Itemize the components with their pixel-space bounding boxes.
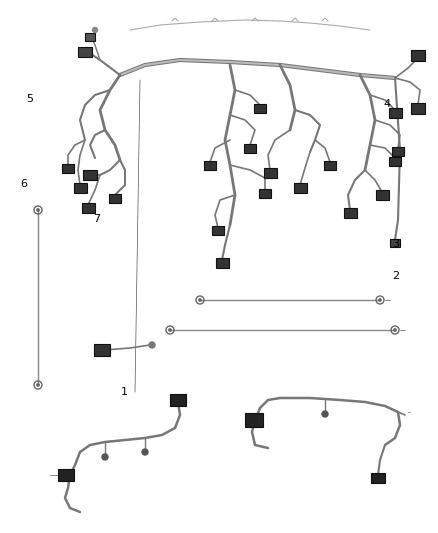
Circle shape [379,299,381,301]
Circle shape [37,384,39,386]
Text: 2: 2 [392,271,399,281]
Circle shape [92,28,98,33]
Bar [264,168,276,178]
Bar [390,239,400,247]
Text: 1: 1 [120,387,127,397]
Circle shape [199,299,201,301]
Text: 5: 5 [26,94,33,103]
Bar [375,190,389,200]
Bar [389,157,401,166]
Bar [411,102,425,114]
Bar [81,203,95,213]
Bar [204,160,216,169]
Circle shape [37,209,39,211]
Bar [343,208,357,218]
Text: 4: 4 [383,99,390,109]
Bar [259,189,271,198]
Bar [245,413,263,427]
Bar [78,47,92,57]
Bar [392,147,404,156]
Bar [212,225,224,235]
Text: 7: 7 [93,214,100,223]
Text: 6: 6 [21,179,28,189]
Text: 3: 3 [392,239,399,249]
Bar [94,344,110,356]
Circle shape [394,329,396,331]
Circle shape [142,449,148,455]
Bar [170,394,186,406]
Bar [389,108,402,118]
Bar [58,469,74,481]
Bar [293,183,307,193]
Bar [215,258,229,268]
Bar [244,143,256,152]
Bar [109,193,121,203]
Bar [85,33,95,41]
Bar [371,473,385,483]
Bar [411,50,425,61]
Circle shape [169,329,171,331]
Bar [74,183,86,193]
Circle shape [102,454,108,460]
Circle shape [149,342,155,348]
Bar [324,160,336,169]
Circle shape [322,411,328,417]
Bar [83,170,97,180]
Bar [62,164,74,173]
Bar [254,103,266,112]
